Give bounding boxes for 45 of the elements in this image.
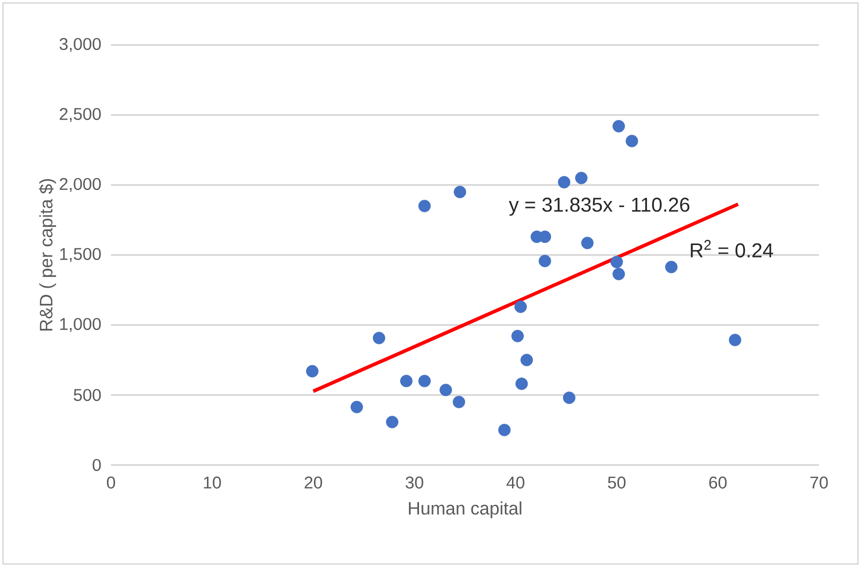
x-tick-label: 60 (709, 476, 727, 489)
y-tick-label: 0 (92, 458, 101, 472)
x-tick-label: 40 (506, 476, 524, 489)
y-tick-label: 2,000 (60, 178, 101, 192)
point (306, 364, 318, 378)
x-tick-label: 70 (810, 476, 828, 489)
point (514, 300, 527, 313)
point (538, 254, 552, 268)
point (511, 330, 524, 342)
annotation: R$^{2}$ = 0.24 (690, 240, 774, 258)
point (418, 374, 431, 388)
point (520, 354, 533, 366)
y-tick-label: 2,500 (60, 108, 101, 122)
point (626, 134, 638, 148)
point (498, 424, 511, 436)
y-tick-label: 1,500 (60, 248, 101, 262)
y-axis-title: R&D ( per capita $) (38, 179, 56, 331)
x-tick-label: 20 (304, 476, 322, 489)
point (454, 186, 466, 198)
point (386, 416, 398, 428)
point (418, 200, 431, 212)
point (350, 400, 363, 414)
x-tick-label: 10 (204, 476, 221, 489)
y-tick-label: 1,000 (60, 318, 101, 332)
x-tick-label: 30 (406, 476, 424, 489)
point (558, 176, 570, 188)
x-axis-title: Human capital (408, 501, 522, 518)
point (562, 392, 576, 404)
point (728, 334, 742, 346)
y-tick-label: 500 (74, 388, 101, 402)
point (612, 120, 625, 132)
point (440, 384, 452, 396)
point (610, 256, 623, 268)
annotation: y = 31.835x - 110.26 (508, 198, 690, 216)
point (581, 236, 594, 250)
x-tick-label: 0 (106, 476, 116, 489)
point (372, 332, 386, 344)
y-tick-label: 3,000 (60, 38, 101, 52)
point (452, 396, 466, 408)
point (575, 172, 588, 184)
x-tick-label: 50 (608, 476, 626, 489)
point (665, 260, 678, 274)
point (515, 378, 528, 390)
point (612, 268, 625, 280)
point (400, 374, 413, 388)
